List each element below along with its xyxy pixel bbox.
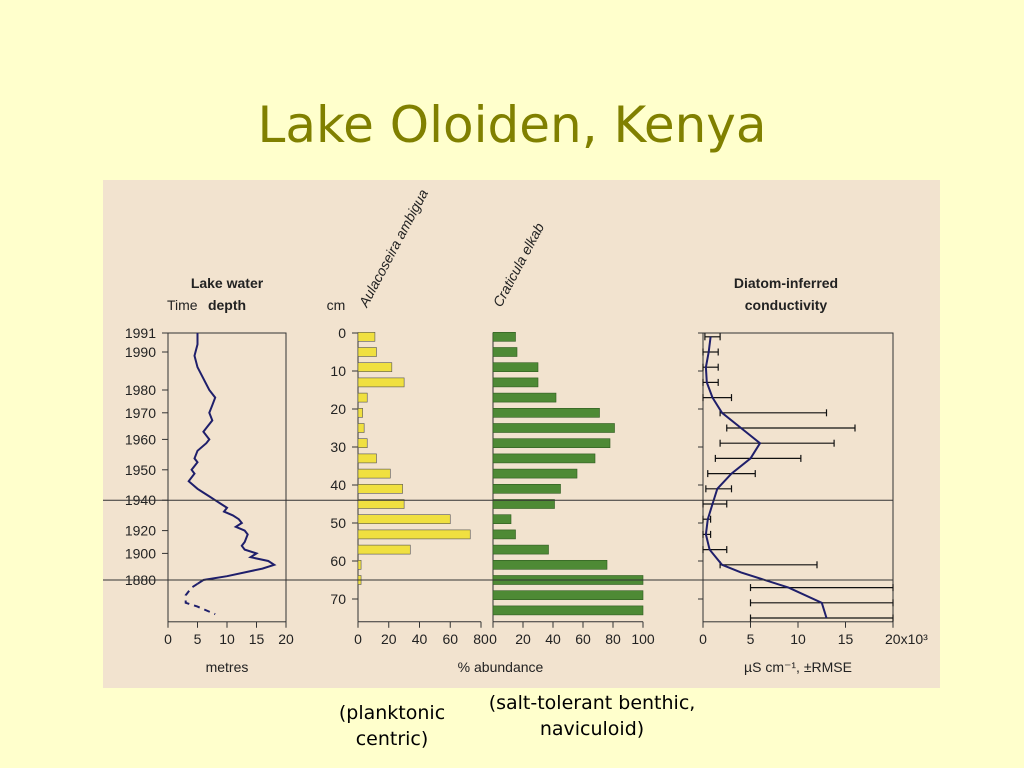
time-tick-label-1950: 1950 bbox=[125, 462, 156, 478]
time-tick-label-1990: 1990 bbox=[125, 344, 156, 360]
depth-panel-title: Lake water bbox=[191, 275, 264, 291]
cm-tick-label-30: 30 bbox=[330, 439, 346, 455]
aulacoseira-x-tick-label-60: 60 bbox=[442, 631, 458, 647]
craticula-title: Craticula elkab bbox=[490, 220, 548, 309]
aulacoseira-bar-5 bbox=[357, 408, 363, 418]
time-tick-label-1991: 1991 bbox=[125, 325, 156, 341]
craticula-bar-1 bbox=[492, 347, 518, 357]
conductivity-title-line-1: Diatom-inferred bbox=[734, 275, 838, 291]
time-tick-label-1970: 1970 bbox=[125, 405, 156, 421]
chart-figure: 1991 1990 1980 1970 1960 1950 1940 1920 1900 1880… bbox=[103, 180, 940, 688]
aulacoseira-bar-10 bbox=[357, 483, 403, 494]
craticula-bar-4 bbox=[492, 392, 557, 403]
craticula-bar-6 bbox=[492, 423, 615, 433]
aulacoseira-x-tick-label-40: 40 bbox=[412, 631, 428, 647]
conductivity-x-tick-label-3: 15 bbox=[838, 631, 854, 647]
aulacoseira-bar-6 bbox=[357, 423, 365, 433]
craticula-bar-2 bbox=[492, 362, 539, 372]
craticula-bar-12 bbox=[492, 514, 512, 525]
craticula-x-tick-label-20: 20 bbox=[515, 631, 531, 647]
craticula-bar-11 bbox=[492, 499, 555, 509]
conductivity-panel-frame bbox=[702, 332, 894, 623]
craticula-x-tick-label-100: 100 bbox=[631, 631, 655, 647]
slide-title: Lake Oloiden, Kenya bbox=[257, 96, 767, 154]
craticula-bar-15 bbox=[492, 559, 608, 570]
craticula-bar-13 bbox=[492, 529, 516, 540]
craticula-bar-5 bbox=[492, 408, 600, 418]
conductivity-x-tick-label-1: 5 bbox=[747, 631, 755, 647]
craticula-x-tick-label-0: 0 bbox=[489, 631, 497, 647]
craticula-bar-10 bbox=[492, 483, 561, 494]
depth-x-tick-label-10: 10 bbox=[219, 631, 235, 647]
aulacoseira-bar-15 bbox=[357, 559, 362, 570]
depth-series-line-0 bbox=[187, 333, 277, 585]
conductivity-series-line bbox=[704, 336, 828, 619]
cm-tick-label-10: 10 bbox=[330, 363, 346, 379]
aulacoseira-bar-14 bbox=[357, 544, 411, 555]
aulacoseira-x-tick-label-80: 80 bbox=[473, 631, 489, 647]
conductivity-x-axis-label: µS cm⁻¹, ±RMSE bbox=[744, 659, 852, 675]
depth-panel-title-line-2: depth bbox=[208, 297, 246, 313]
aulacoseira-bar-9 bbox=[357, 468, 391, 479]
depth-x-tick-label-0: 0 bbox=[164, 631, 172, 647]
aulacoseira-bar-11 bbox=[357, 499, 405, 509]
caption-benthic: (salt-tolerant benthic, naviculoid) bbox=[488, 692, 696, 740]
cm-tick-label-60: 60 bbox=[330, 553, 346, 569]
cm-tick-label-50: 50 bbox=[330, 515, 346, 531]
aulacoseira-bar-2 bbox=[357, 362, 393, 372]
cm-tick-label-0: 0 bbox=[338, 325, 346, 341]
craticula-bar-0 bbox=[492, 332, 516, 342]
aulacoseira-bar-4 bbox=[357, 392, 368, 403]
craticula-x-tick-label-80: 80 bbox=[605, 631, 621, 647]
aulacoseira-bar-7 bbox=[357, 438, 368, 449]
craticula-x-tick-label-40: 40 bbox=[545, 631, 561, 647]
craticula-bar-9 bbox=[492, 468, 578, 479]
cm-axis-label: cm bbox=[327, 297, 346, 313]
conductivity-x-tick-label-0: 0 bbox=[699, 631, 707, 647]
craticula-bar-7 bbox=[492, 438, 611, 449]
aulacoseira-bar-1 bbox=[357, 347, 377, 357]
depth-panel-frame bbox=[167, 332, 287, 623]
depth-x-tick-label-15: 15 bbox=[249, 631, 265, 647]
abundance-axis-label: % abundance bbox=[458, 659, 544, 675]
aulacoseira-bar-0 bbox=[357, 332, 376, 342]
time-tick-label-1960: 1960 bbox=[125, 431, 156, 447]
conductivity-title-line-2: conductivity bbox=[745, 297, 828, 313]
cm-tick-label-20: 20 bbox=[330, 401, 346, 417]
time-tick-label-1920: 1920 bbox=[125, 523, 156, 539]
aulacoseira-bar-13 bbox=[357, 529, 471, 540]
aulacoseira-x-tick-label-0: 0 bbox=[354, 631, 362, 647]
depth-x-tick-label-20: 20 bbox=[278, 631, 294, 647]
aulacoseira-x-tick-label-20: 20 bbox=[381, 631, 397, 647]
aulacoseira-title: Aulacoseira ambigua bbox=[355, 186, 431, 310]
craticula-x-tick-label-60: 60 bbox=[575, 631, 591, 647]
depth-x-tick-label-5: 5 bbox=[194, 631, 202, 647]
aulacoseira-bar-12 bbox=[357, 514, 451, 525]
chart-svg: 1991199019801970196019501940192019001880… bbox=[103, 186, 928, 675]
caption-planktonic: (planktonic centric) bbox=[338, 702, 446, 750]
time-tick-label-1900: 1900 bbox=[125, 545, 156, 561]
depth-series-line-1 bbox=[184, 582, 216, 616]
aulacoseira-bar-8 bbox=[357, 453, 377, 464]
craticula-bar-17 bbox=[492, 590, 644, 601]
time-axis-label: Time bbox=[167, 297, 198, 313]
craticula-bar-18 bbox=[492, 605, 644, 616]
craticula-bar-14 bbox=[492, 544, 549, 555]
aulacoseira-bar-3 bbox=[357, 377, 405, 388]
depth-x-axis-label: metres bbox=[206, 659, 249, 675]
conductivity-x-tick-label-4: 20x10³ bbox=[885, 631, 928, 647]
conductivity-x-tick-label-2: 10 bbox=[790, 631, 806, 647]
craticula-bar-3 bbox=[492, 377, 539, 388]
cm-tick-label-40: 40 bbox=[330, 477, 346, 493]
craticula-bar-8 bbox=[492, 453, 596, 464]
time-tick-label-1980: 1980 bbox=[125, 382, 156, 398]
cm-tick-label-70: 70 bbox=[330, 591, 346, 607]
